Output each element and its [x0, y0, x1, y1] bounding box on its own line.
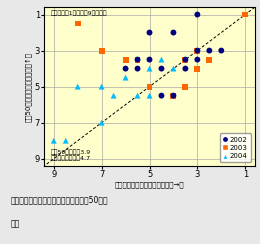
Point [135, 58, 140, 61]
Point [76, 21, 80, 25]
Point [171, 67, 176, 71]
Text: 品質: 品質 [10, 220, 20, 229]
Point [124, 58, 128, 61]
Point [147, 85, 152, 89]
Point [64, 139, 68, 143]
Point [124, 67, 128, 71]
Point [243, 13, 247, 17]
Point [183, 58, 187, 61]
Point [100, 121, 104, 125]
Point [159, 67, 164, 71]
Text: 図１　奖励品種決定調査における西海50号の: 図１ 奖励品種決定調査における西海50号の [10, 195, 108, 204]
Point [76, 85, 80, 89]
Point [195, 67, 199, 71]
Point [207, 58, 211, 61]
Y-axis label: 西海50号の玄米品質（品質良↑）: 西海50号の玄米品質（品質良↑） [25, 52, 32, 122]
Point [219, 49, 223, 52]
Point [52, 139, 56, 143]
Point [100, 85, 104, 89]
Point [147, 58, 152, 61]
Point [135, 58, 140, 61]
Point [195, 49, 199, 52]
Point [100, 49, 104, 52]
Legend: 2002, 2003, 2004: 2002, 2003, 2004 [219, 133, 251, 163]
X-axis label: ヒノヒカリの玄米品質（品質良→）: ヒノヒカリの玄米品質（品質良→） [115, 182, 184, 188]
Point [159, 58, 164, 61]
Point [147, 30, 152, 34]
Point [195, 13, 199, 17]
Point [171, 94, 176, 98]
Point [171, 30, 176, 34]
Point [207, 49, 211, 52]
Point [195, 58, 199, 61]
Text: 西海50号平均：3.9
ヒノヒカリ平均：4.7: 西海50号平均：3.9 ヒノヒカリ平均：4.7 [50, 149, 91, 161]
Point [183, 85, 187, 89]
Point [124, 76, 128, 80]
Point [183, 58, 187, 61]
Point [135, 94, 140, 98]
Text: 玄米品質（1：上上～9：下下）: 玄米品質（1：上上～9：下下） [50, 10, 107, 16]
Point [195, 67, 199, 71]
Point [195, 49, 199, 52]
Point [147, 67, 152, 71]
Point [183, 67, 187, 71]
Point [112, 94, 116, 98]
Point [171, 94, 176, 98]
Point [147, 94, 152, 98]
Point [159, 94, 164, 98]
Point [135, 67, 140, 71]
Point [195, 49, 199, 52]
